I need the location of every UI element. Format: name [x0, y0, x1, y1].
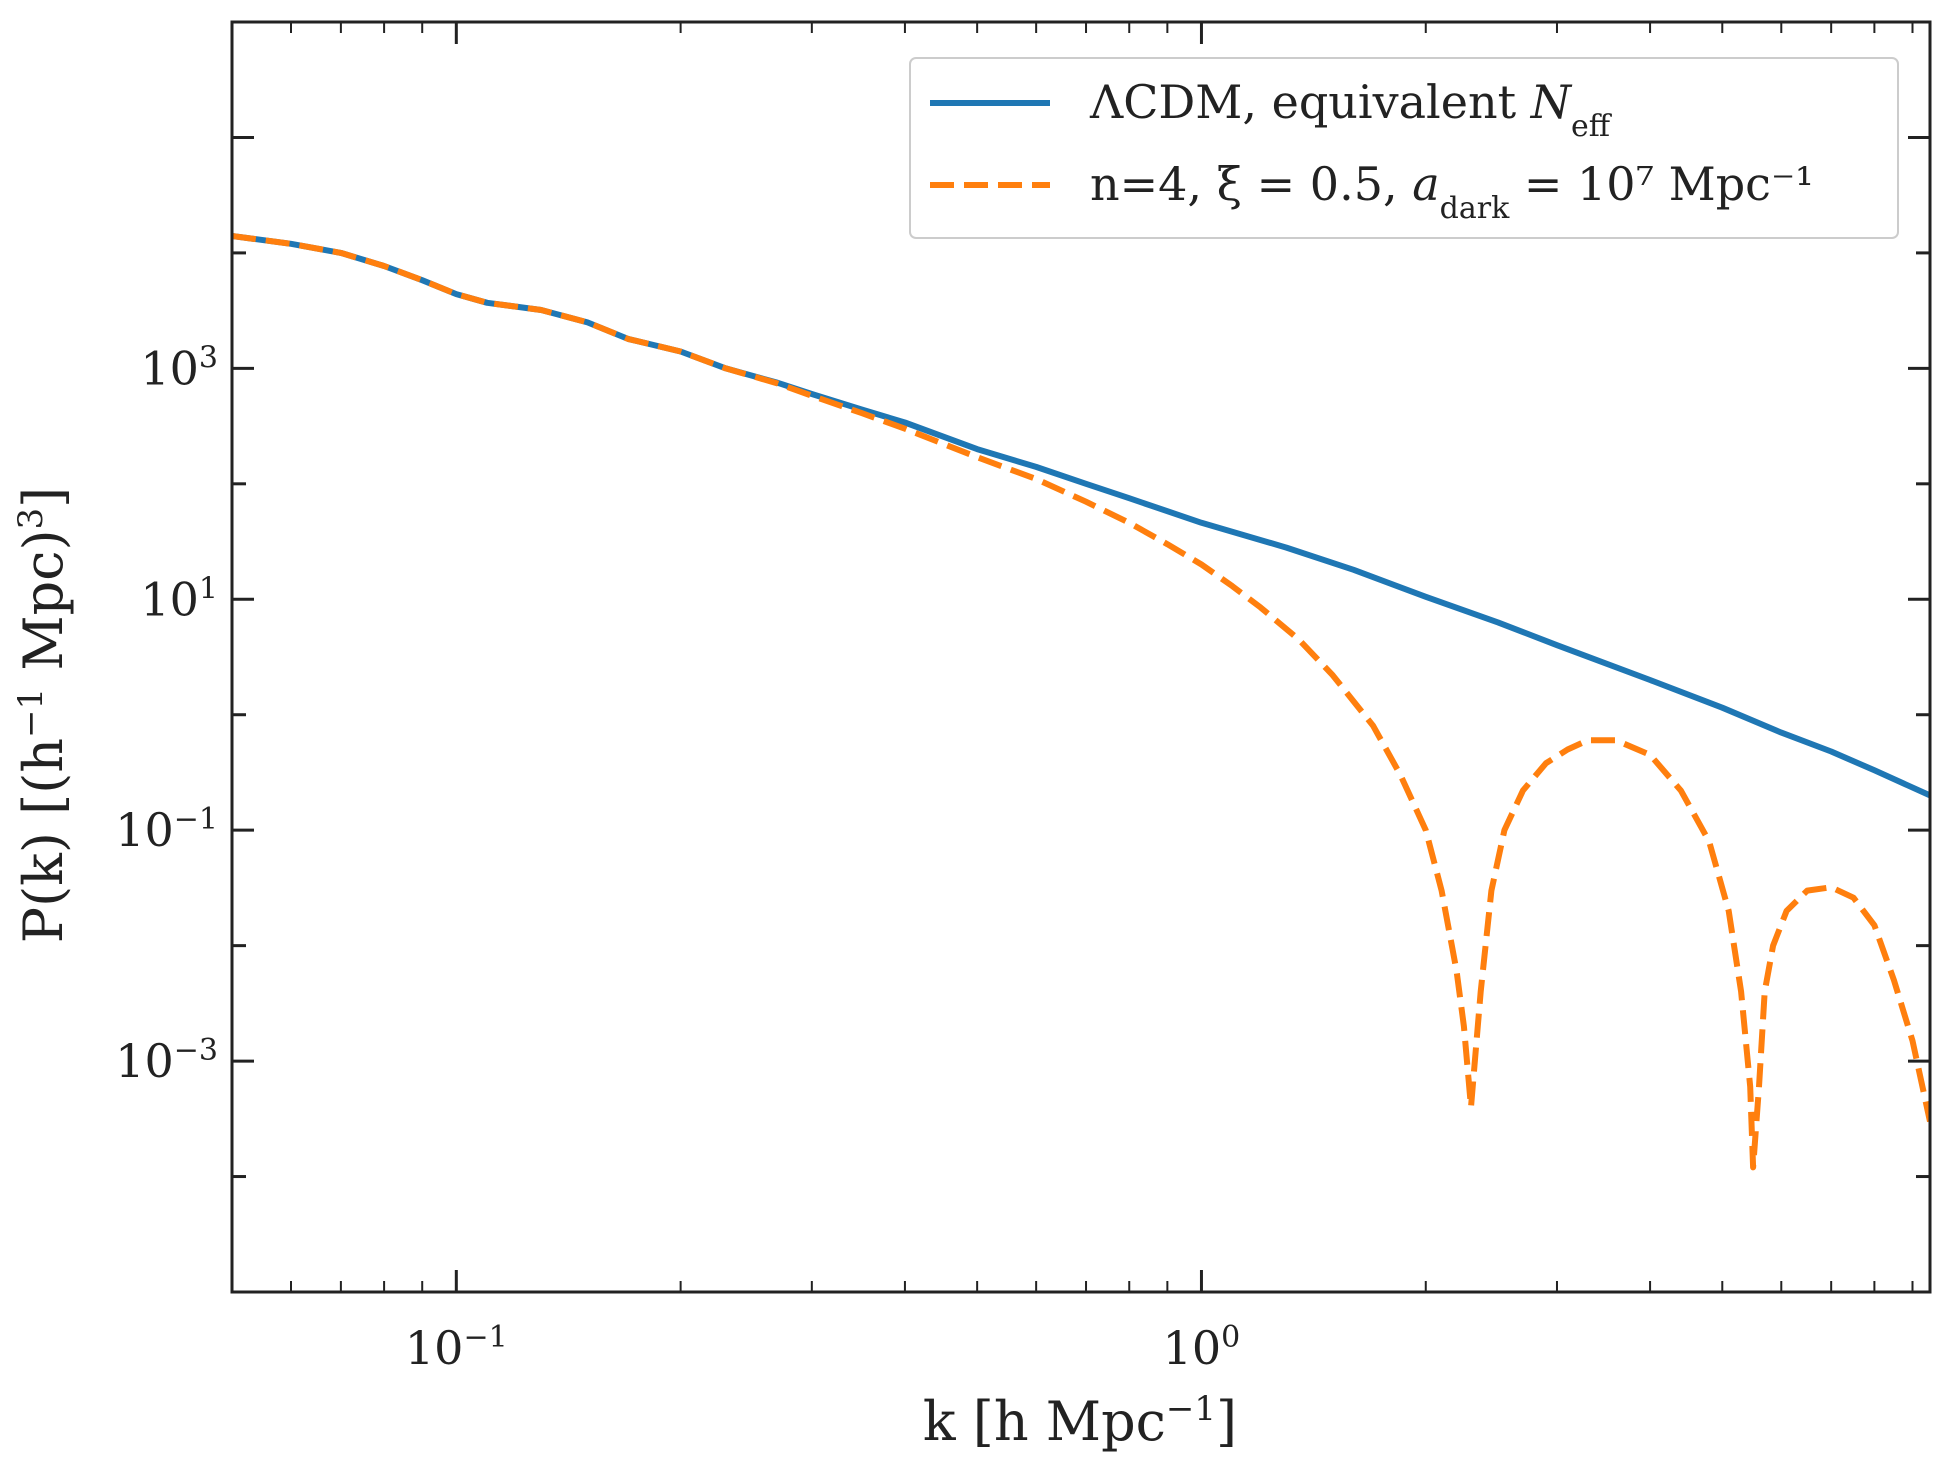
x-tick-label: 10−1	[405, 1320, 508, 1376]
y-tick-label: 10−1	[115, 802, 218, 858]
y-tick-label: 10−3	[115, 1033, 218, 1089]
legend-box	[909, 57, 1899, 239]
tick-labels: 10−1 100 10−3 10−1 101 103	[115, 340, 1240, 1375]
y-tick-label: 101	[140, 571, 218, 627]
series-line-dark-model	[232, 233, 1930, 1171]
legend-label-dark-model: n=4, ξ = 0.5, adark = 10⁷ Mpc⁻¹	[1090, 157, 1814, 226]
plot-frame	[230, 20, 1932, 1294]
y-tick-label: 103	[140, 340, 218, 396]
legend-label-lcdm: ΛCDM, equivalent Neff	[1089, 75, 1613, 144]
x-axis-label: k [h Mpc−1]	[923, 1389, 1237, 1453]
x-tick-label: 100	[1163, 1320, 1241, 1376]
y-axis-label: P(k) [(h−1 Mpc)3]	[11, 487, 75, 943]
legend: ΛCDM, equivalent Neff n=4, ξ = 0.5, adar…	[909, 57, 1899, 239]
series-layer	[232, 233, 1930, 1171]
